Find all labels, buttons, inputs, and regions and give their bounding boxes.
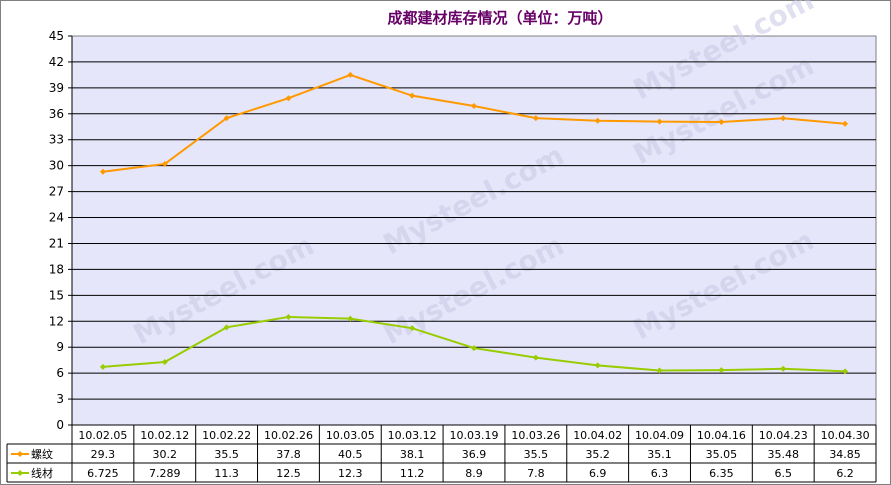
data-point [842,120,849,127]
y-tick-label: 33 [49,133,64,147]
chart-title: 成都建材库存情况（单位：万吨） [387,9,612,27]
data-point [223,324,230,331]
data-label: 36.9 [462,448,487,461]
y-tick-label: 24 [49,211,64,225]
data-label: 6.3 [651,467,669,480]
x-tick-label: 10.04.16 [697,429,746,442]
data-point [471,103,477,110]
x-tick-label: 10.02.22 [202,429,251,442]
grid-lines [72,61,876,400]
x-tick-label: 10.04.30 [821,429,870,442]
y-tick-label: 39 [49,81,64,95]
data-table: 10.02.05 10.02.12 10.02.22 10.02.26 10.03.05… [6,424,877,483]
data-label: 35.5 [524,448,549,461]
x-tick-label: 10.02.05 [78,429,127,442]
data-label: 7.8 [527,467,545,480]
y-tick-label: 42 [49,55,64,69]
data-point [285,95,292,102]
y-tick-label: 6 [56,366,64,380]
data-point [347,71,354,78]
x-tick-label: 10.03.26 [511,429,560,442]
data-label: 8.9 [465,467,483,480]
data-point [594,117,601,124]
data-label: 12.3 [338,467,363,480]
series-1 [99,71,849,175]
data-label: 12.5 [276,467,301,480]
data-label: 35.1 [647,448,672,461]
data-point [532,115,539,122]
data-point [347,315,354,322]
legend-label: 线材 [31,466,53,480]
data-label: 37.8 [276,448,301,461]
data-point [471,345,477,352]
data-point [718,367,725,374]
data-point [656,367,663,374]
legend-marker [17,470,23,476]
data-point [718,119,725,126]
data-point [409,325,416,332]
y-tick-label: 0 [56,418,64,432]
series-lines [99,71,849,375]
y-tick-label: 45 [49,29,64,43]
data-label: 7.289 [149,467,181,480]
data-point [99,168,106,175]
data-label: 6.9 [589,467,607,480]
data-point [842,368,849,375]
x-tick-label: 10.02.26 [264,429,313,442]
legend-label: 螺纹 [31,447,53,461]
data-point [161,160,168,167]
legend-marker [17,451,23,457]
y-tick-label: 30 [49,159,64,173]
plot-area [71,35,877,426]
data-label: 35.48 [767,448,799,461]
data-point [285,313,292,320]
data-point [656,118,663,125]
data-label: 6.5 [774,467,792,480]
data-point [223,115,230,122]
data-label: 35.2 [585,448,610,461]
data-label: 40.5 [338,448,363,461]
y-tick-label: 36 [49,107,64,121]
data-label: 30.2 [153,448,178,461]
data-label: 6.2 [836,467,854,480]
y-tick-label: 18 [49,262,64,276]
series-2 [99,313,849,375]
y-tick-label: 12 [49,314,64,328]
data-label: 34.85 [829,448,861,461]
x-tick-label: 10.03.19 [450,429,499,442]
data-label: 38.1 [400,448,425,461]
data-point [594,362,601,369]
x-tick-label: 10.02.12 [140,429,189,442]
data-point [409,92,416,99]
data-label: 35.05 [706,448,738,461]
x-tick-label: 10.03.12 [388,429,437,442]
y-tick-label: 15 [49,288,64,302]
data-label: 11.2 [400,467,425,480]
x-tick-label: 10.04.02 [573,429,622,442]
data-point [532,354,539,361]
data-point [780,365,787,372]
data-label: 6.725 [87,467,119,480]
data-point [99,363,106,370]
data-label: 29.3 [91,448,116,461]
data-label: 35.5 [214,448,239,461]
data-point [780,115,787,122]
data-label: 6.35 [709,467,734,480]
data-label: 11.3 [214,467,239,480]
y-tick-label: 27 [49,185,64,199]
x-tick-label: 10.04.23 [759,429,808,442]
y-tick-label: 3 [56,392,64,406]
data-point [161,358,168,365]
y-tick-label: 21 [49,236,64,250]
x-tick-label: 10.03.05 [326,429,375,442]
y-tick-label: 9 [56,340,64,354]
x-tick-label: 10.04.09 [635,429,684,442]
